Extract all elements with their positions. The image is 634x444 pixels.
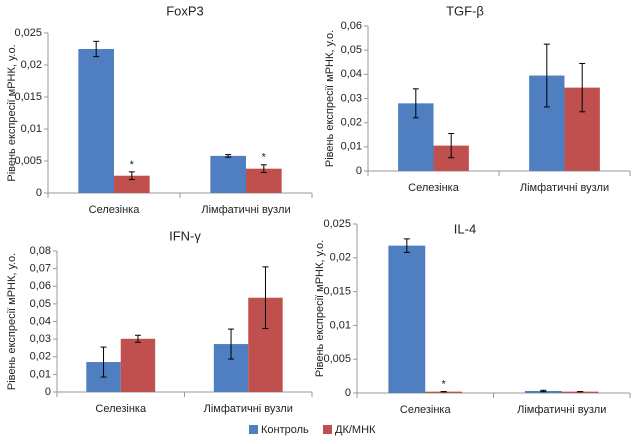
y-axis-label: Рівень експресії мРНК, у.о. <box>6 253 18 390</box>
bar <box>210 155 246 193</box>
y-tick-label: 0,015 <box>323 286 351 298</box>
legend-swatch <box>249 425 258 434</box>
chart-title: IL-4 <box>454 221 476 236</box>
chart-title: FoxP3 <box>166 3 204 18</box>
bar <box>78 49 114 193</box>
y-tick-label: 0,015 <box>14 91 42 103</box>
annotation: * <box>442 379 447 391</box>
y-tick-label: 0 <box>36 187 42 199</box>
x-tick-label: Селезінка <box>408 182 460 194</box>
legend-label: Контроль <box>261 424 309 436</box>
y-axis-label: Рівень експресії мРНК, у.о. <box>6 44 18 181</box>
legend-label: ДК/МНК <box>335 424 376 436</box>
chart-title: IFN-γ <box>169 228 201 243</box>
bar <box>120 338 156 392</box>
y-tick-label: 0,02 <box>330 252 351 264</box>
y-tick-label: 0,04 <box>30 315 51 327</box>
bar <box>114 175 150 193</box>
x-tick-label: Лімфатичні вузли <box>204 403 293 415</box>
x-tick-label: Селезінка <box>89 204 141 216</box>
y-tick-label: 0 <box>45 386 51 398</box>
y-tick-label: 0,025 <box>14 27 42 39</box>
x-tick-label: Селезінка <box>400 404 452 416</box>
y-tick-label: 0,03 <box>341 92 362 104</box>
y-tick-label: 0,01 <box>341 141 362 153</box>
y-tick-label: 0,02 <box>30 351 51 363</box>
y-tick-label: 0 <box>345 387 351 399</box>
x-tick-label: Лімфатичні вузли <box>517 404 606 416</box>
chart-title: TGF-β <box>446 3 484 18</box>
annotation: * <box>262 152 267 164</box>
y-tick-label: 0,005 <box>14 155 42 167</box>
y-tick-label: 0,05 <box>30 298 51 310</box>
y-tick-label: 0,02 <box>341 117 362 129</box>
y-tick-label: 0,08 <box>30 245 51 257</box>
y-tick-label: 0,01 <box>330 319 351 331</box>
y-tick-label: 0,06 <box>341 20 362 32</box>
y-tick-label: 0,025 <box>323 218 351 230</box>
bar <box>388 245 426 393</box>
y-axis-label: Рівень експресії мРНК, у.о. <box>324 30 336 167</box>
y-tick-label: 0 <box>356 165 362 177</box>
x-tick-label: Лімфатичні вузли <box>520 182 609 194</box>
bar <box>425 391 463 393</box>
bar <box>561 391 599 393</box>
y-tick-label: 0,05 <box>341 44 362 56</box>
y-tick-label: 0,04 <box>341 68 362 80</box>
y-tick-label: 0,005 <box>323 353 351 365</box>
y-tick-label: 0,01 <box>30 368 51 380</box>
y-axis-label: Рівень експресії мРНК, у.о. <box>314 240 326 377</box>
legend-swatch <box>323 425 332 434</box>
y-tick-label: 0,03 <box>30 333 51 345</box>
annotation: * <box>130 159 135 171</box>
y-tick-label: 0,06 <box>30 280 51 292</box>
y-tick-label: 0,07 <box>30 263 51 275</box>
x-tick-label: Лімфатичні вузли <box>201 204 290 216</box>
y-tick-label: 0,02 <box>21 59 42 71</box>
y-tick-label: 0,01 <box>21 123 42 135</box>
x-tick-label: Селезінка <box>95 403 147 415</box>
